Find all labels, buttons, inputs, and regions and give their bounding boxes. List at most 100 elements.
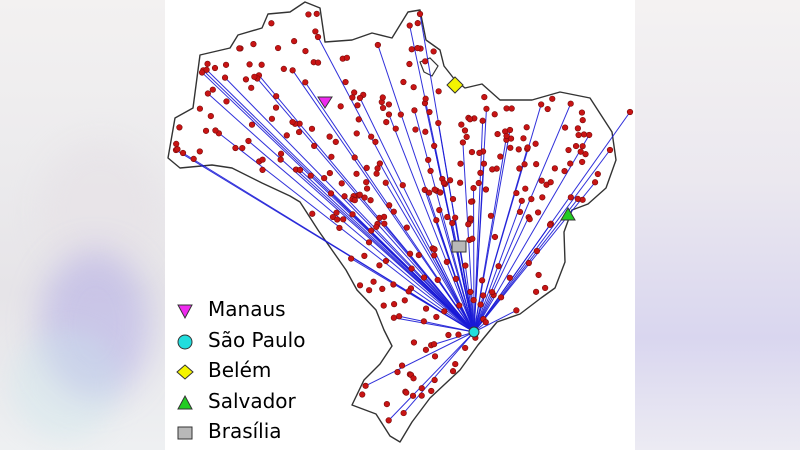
city-point [539,194,546,201]
city-point [476,149,483,156]
city-point [314,33,322,41]
city-point [190,155,197,163]
city-point [399,182,406,189]
city-point [575,131,582,139]
city-point [516,208,524,215]
city-point [368,133,375,140]
city-point [383,401,390,408]
city-point [422,95,429,102]
legend-belem-marker [176,364,194,380]
city-point [314,59,322,66]
city-point [406,22,413,29]
city-point [461,127,469,134]
city-point [312,28,319,35]
city-point [465,221,472,228]
city-point [337,103,344,110]
city-point [433,217,440,224]
city-point [480,160,488,167]
city-point [431,246,438,253]
city-point [209,86,216,93]
city-point [480,292,487,299]
city-point [523,124,530,131]
city-point [574,195,581,202]
city-point [479,277,486,284]
city-point [577,148,584,155]
city-point [458,121,465,128]
city-point [242,76,250,83]
city-point [562,124,569,131]
city-point [466,116,474,123]
salvador-marker [560,207,576,221]
city-point [327,190,335,197]
city-point [223,98,230,105]
legend-salvador-marker [177,394,193,409]
legend-brasilia-marker [177,426,193,440]
city-point [390,208,397,215]
route-line [473,108,487,333]
city-point [447,177,454,184]
city-point [268,115,276,122]
route-line [201,72,475,333]
city-point [302,79,309,86]
route-line [473,129,511,333]
city-point [489,166,496,173]
city-point [443,258,450,265]
city-point [425,156,432,164]
route-line [473,134,590,333]
city-point [475,179,482,187]
city-point [273,93,280,100]
city-point [546,221,554,228]
legend-manaus-marker [177,304,193,320]
city-point [296,166,304,174]
diamond-icon [176,364,194,380]
city-point [212,127,219,134]
city-point [207,113,214,120]
city-point [307,172,314,179]
city-point [578,109,586,116]
route-line [388,114,475,333]
city-point [361,252,368,259]
city-point [204,90,211,97]
city-point [538,177,545,184]
route-line [473,309,517,333]
city-point [516,165,523,172]
city-point [385,417,392,424]
city-point [452,360,459,368]
city-point [542,284,549,292]
marajo-island [419,57,439,77]
city-point [280,65,287,72]
city-point [379,94,386,101]
city-point [251,73,258,80]
city-point [427,167,434,175]
city-point [176,124,183,131]
route-line [248,140,475,333]
city-point [525,259,532,267]
city-point [380,302,387,309]
triangle-up-icon [177,394,193,409]
route-line [206,69,475,333]
city-point [221,74,229,81]
city-point [572,142,580,150]
city-point [414,20,421,27]
city-point [359,391,366,398]
city-point [382,179,389,186]
city-point [481,94,488,101]
city-point [203,66,210,73]
city-point [396,313,403,320]
city-point [533,247,540,255]
city-point [305,11,312,18]
route-line [399,315,475,333]
city-point [379,104,387,112]
city-point [467,288,474,296]
city-point [497,294,505,301]
city-point [520,135,527,142]
city-point [547,179,554,186]
city-point [420,274,428,281]
city-point [477,301,484,308]
city-point [410,84,417,91]
city-point [449,195,457,203]
city-point [348,255,355,262]
route-line [299,169,475,333]
route-line [317,36,475,333]
route-line [473,198,579,333]
